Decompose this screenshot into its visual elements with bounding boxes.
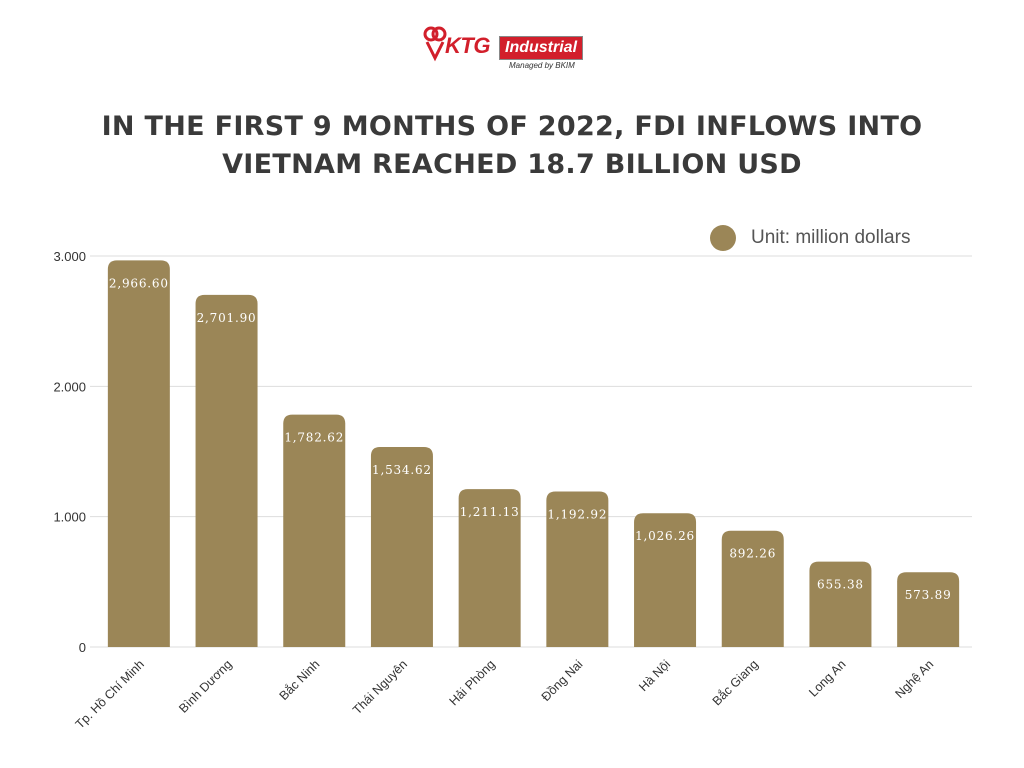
bar xyxy=(546,491,609,647)
x-tick-label: Nghệ An xyxy=(892,657,936,701)
logo-brand-box: Industrial xyxy=(499,36,584,60)
bar xyxy=(107,260,170,647)
x-tick-label: Bắc Ninh xyxy=(276,656,323,703)
x-tick-label: Hà Nội xyxy=(636,657,673,694)
chart-title-line-2: VIETNAM REACHED 18.7 BILLION USD xyxy=(222,149,802,180)
bar-value-label: 1,192.92 xyxy=(547,508,607,522)
chart-title-line-1: IN THE FIRST 9 MONTHS OF 2022, FDI INFLO… xyxy=(101,111,923,142)
x-tick-label: Thái Nguyên xyxy=(350,657,410,717)
bar-value-label: 1,211.13 xyxy=(460,505,520,519)
y-tick-label: 0 xyxy=(79,640,86,655)
bar xyxy=(458,489,521,647)
logo-brand: KTG xyxy=(445,33,490,58)
legend-label: Unit: million dollars xyxy=(751,227,911,248)
legend-swatch xyxy=(710,225,736,251)
x-tick-label: Bình Dương xyxy=(176,657,234,715)
chart-title: IN THE FIRST 9 MONTHS OF 2022, FDI INFLO… xyxy=(0,108,1024,184)
ktg-industrial-logo: KTG Industrial Managed by BKIM xyxy=(423,20,603,76)
x-tick-label: Tp. Hồ Chí Minh xyxy=(73,657,147,731)
bar xyxy=(370,446,433,647)
logo-tagline: Managed by BKIM xyxy=(509,61,575,70)
y-tick-label: 1.000 xyxy=(53,510,86,525)
bar-value-label: 2,701.90 xyxy=(197,311,257,325)
bar-value-label: 1,782.62 xyxy=(284,431,344,445)
bar-value-label: 655.38 xyxy=(817,578,864,592)
x-tick-label: Đồng Nai xyxy=(539,657,586,704)
chart-legend: Unit: million dollars xyxy=(710,225,910,251)
bar xyxy=(721,530,784,647)
bar xyxy=(283,414,346,647)
bar xyxy=(897,572,960,647)
bar xyxy=(634,513,697,647)
bar-value-label: 2,966.60 xyxy=(109,276,169,290)
bar-value-label: 1,026.26 xyxy=(635,529,695,543)
bar-value-label: 1,534.62 xyxy=(372,463,432,477)
bar-value-label: 892.26 xyxy=(729,547,776,561)
x-tick-label: Hải Phòng xyxy=(447,657,498,708)
bar xyxy=(195,294,258,647)
bar xyxy=(809,561,872,647)
logo-emblem-icon xyxy=(423,26,447,62)
x-tick-label: Long An xyxy=(806,657,848,699)
y-tick-label: 3.000 xyxy=(53,249,86,264)
bar-value-label: 573.89 xyxy=(905,588,952,602)
y-tick-label: 2.000 xyxy=(53,379,86,394)
x-tick-label: Bắc Giang xyxy=(709,656,761,708)
